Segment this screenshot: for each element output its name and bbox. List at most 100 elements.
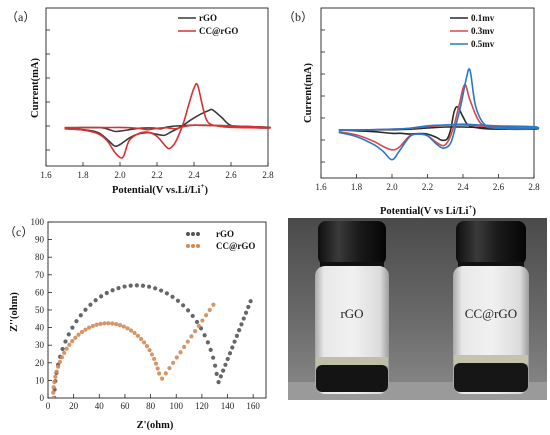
panel-c-point-ccrgo <box>157 371 162 376</box>
panel-b-frame <box>320 7 535 179</box>
panel-b-series-01mv <box>338 105 540 142</box>
vial-rgo-cap <box>318 221 386 265</box>
panel-c-point-ccrgo <box>87 325 92 330</box>
panel-c-point-rgo <box>181 303 186 308</box>
panel-c-point-rgo <box>246 304 251 310</box>
panel-b-x-ticks: 1.6 1.8 2.0 2.2 2.4 2.6 2.8 <box>315 174 540 192</box>
vial-ccrgo: CC@rGO <box>453 221 529 394</box>
panel-c-x-tick-label: 20 <box>69 401 79 411</box>
panel-c-x-tick-label: 60 <box>120 401 130 411</box>
panel-c-x-tick-label: 100 <box>169 401 183 411</box>
panel-a-x-tick-label: 2.6 <box>225 170 237 180</box>
panel-c-point-ccrgo <box>51 385 56 390</box>
panel-c-point-ccrgo <box>193 329 198 334</box>
panel-b-series-03mv <box>338 83 540 151</box>
panel-a-x-tick-label: 2.0 <box>114 170 126 180</box>
panel-b-x-tick-label: 1.8 <box>351 182 363 192</box>
panel-b-y-label: Current(mA) <box>303 63 314 123</box>
panel-c-point-ccrgo <box>200 318 205 323</box>
panel-c-point-rgo <box>208 347 213 353</box>
panel-c-point-ccrgo <box>203 313 209 318</box>
panel-a-x-tick-label: 2.4 <box>188 170 200 180</box>
panel-c-point-ccrgo <box>59 355 65 360</box>
panel-c-point-ccrgo <box>121 324 126 329</box>
panel-c-point-rgo <box>237 328 242 333</box>
panel-b-x-label-main: Potential(V vs Li/Li <box>380 206 469 217</box>
panel-c-y-tick-label: 90 <box>35 235 45 245</box>
panel-c-point-ccrgo <box>144 344 150 349</box>
vial-ccrgo-sediment <box>454 363 528 392</box>
legend-marker-rgo-c-3 <box>196 232 200 236</box>
panel-c-point-rgo <box>116 285 121 291</box>
panel-a-label: （a） <box>6 10 35 24</box>
panel-c-point-ccrgo <box>211 302 216 307</box>
panel-c-y-tick-label: 40 <box>35 323 45 333</box>
panel-c-series <box>51 283 253 398</box>
panel-c-point-rgo <box>88 302 93 307</box>
panel-b-x-label-end: ) <box>472 206 476 217</box>
panel-c-point-ccrgo <box>79 329 85 335</box>
panel-d: （d） rGO CC@rGO <box>283 218 547 400</box>
panel-c-point-rgo <box>128 283 133 288</box>
panel-c-point-ccrgo <box>163 371 168 376</box>
panel-c-point-ccrgo <box>207 307 212 313</box>
panel-c-point-ccrgo <box>64 346 69 351</box>
panel-b-label: （b） <box>283 10 313 24</box>
panel-a-x-tick-label: 1.8 <box>77 170 89 180</box>
panel-c-point-ccrgo <box>106 321 111 326</box>
panel-a-x-tick-label: 1.6 <box>40 170 52 180</box>
panel-c-point-rgo <box>110 288 115 293</box>
panel-c-point-rgo <box>99 294 104 299</box>
panel-c-point-rgo <box>122 284 127 289</box>
panel-c-x-tick-label: 120 <box>195 401 209 411</box>
panel-c-y-tick-label: 30 <box>35 340 45 350</box>
panel-b-x-tick-label: 1.6 <box>315 182 327 192</box>
panel-c-point-ccrgo <box>57 359 63 364</box>
panel-c-point-rgo <box>190 313 195 319</box>
panel-c-point-ccrgo <box>147 348 152 353</box>
panel-c-point-rgo <box>205 340 210 345</box>
panel-c-x-label: Z'(ohm) <box>137 420 174 431</box>
panel-c-y-tick-label: 100 <box>31 217 45 227</box>
panel-a-series-ccrgo <box>64 82 272 159</box>
panel-c-point-rgo <box>134 283 139 288</box>
panel-c-y-tick-label: 0 <box>40 393 45 403</box>
legend-marker-ccrgo-c <box>186 244 190 248</box>
panel-b-series-05mv <box>338 68 540 161</box>
panel-c-point-rgo <box>234 333 239 338</box>
panel-c-point-rgo <box>158 288 164 293</box>
panel-c-point-rgo <box>175 298 181 303</box>
legend-marker-ccrgo-c-3 <box>196 244 200 248</box>
vial-rgo-band <box>316 357 388 366</box>
panel-b-x-label: Potential(V vs Li/Li+) <box>380 203 476 217</box>
vial-ccrgo-label: CC@rGO <box>465 306 517 321</box>
panel-c-point-ccrgo <box>54 369 59 374</box>
panel-c-y-tick-label: 60 <box>35 287 45 297</box>
vial-ccrgo-cap <box>456 221 526 265</box>
panel-c-x-tick-label: 40 <box>95 401 105 411</box>
panel-c-point-rgo <box>78 313 83 318</box>
panel-b-x-tick-label: 2.6 <box>493 182 505 192</box>
panel-c-point-ccrgo <box>185 339 190 344</box>
panel-c-point-ccrgo <box>83 327 88 332</box>
panel-c-point-rgo <box>248 299 253 304</box>
vial-ccrgo-cap-rim <box>458 262 524 267</box>
panel-c-point-ccrgo <box>117 323 123 328</box>
panel-a-x-label-end: ) <box>204 185 208 196</box>
panel-a-x-label-main: Potential(V vs.Li/Li <box>112 185 201 196</box>
panel-c-point-rgo <box>241 316 246 321</box>
panel-c-point-ccrgo <box>189 334 194 339</box>
panel-c-point-rgo <box>214 371 219 376</box>
panel-c-point-rgo <box>83 307 88 312</box>
legend-marker-ccrgo-c-2 <box>191 244 195 248</box>
panel-a-x-ticks: 1.6 1.8 2.0 2.2 2.4 2.6 2.8 <box>40 162 274 180</box>
panel-c-point-ccrgo <box>98 321 103 326</box>
legend-label-01mv: 0.1mv <box>471 13 495 23</box>
panel-c-point-rgo <box>227 351 233 356</box>
panel-c-point-rgo <box>70 325 75 330</box>
panel-c-point-rgo <box>230 345 235 350</box>
legend-marker-rgo-c-2 <box>191 232 195 236</box>
panel-c-point-ccrgo <box>174 355 179 360</box>
panel-c-point-ccrgo <box>114 322 119 327</box>
